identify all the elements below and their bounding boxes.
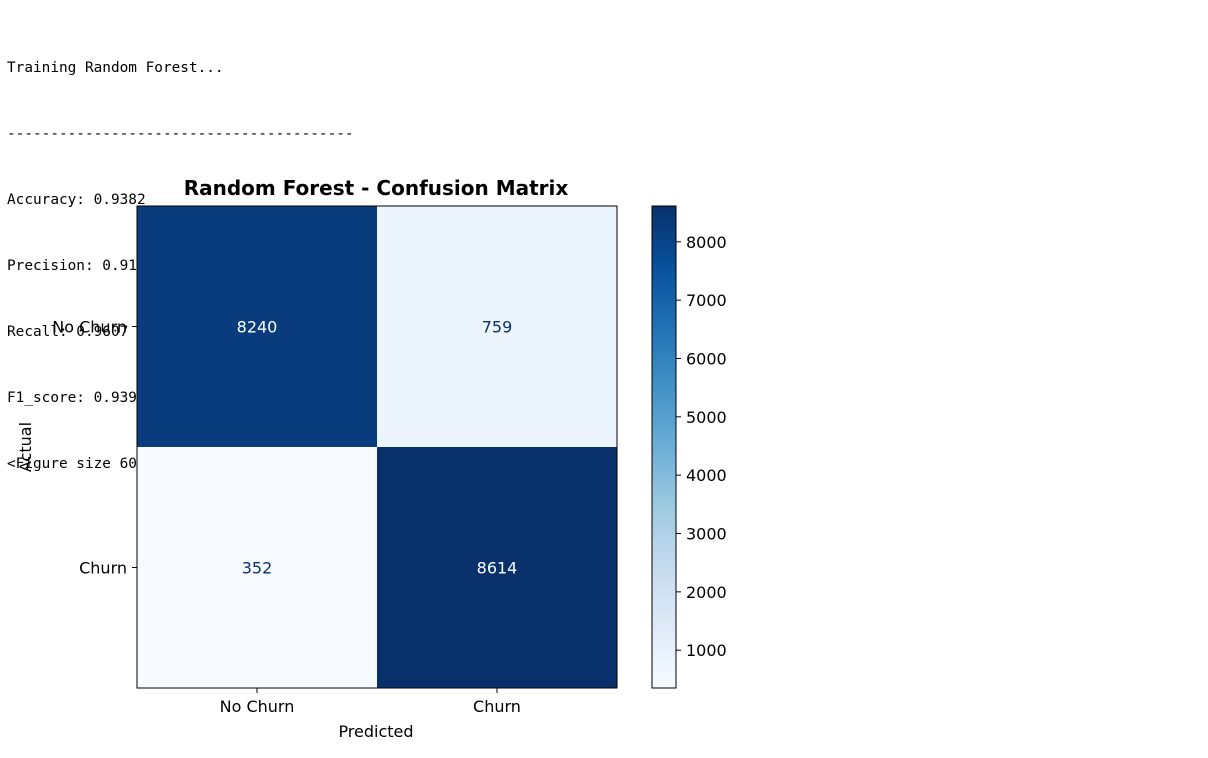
cell-value-label: 8240 — [237, 318, 278, 337]
colorbar — [652, 206, 676, 688]
cell-value-label: 8614 — [477, 559, 518, 578]
y-axis-ticks: No Churn Churn — [52, 318, 137, 578]
colorbar-tick-label: 3000 — [686, 525, 727, 544]
heatmap-cell — [377, 206, 618, 448]
chart-title: Random Forest - Confusion Matrix — [184, 176, 569, 200]
console-line-accuracy: Accuracy: 0.9382 — [7, 192, 146, 208]
y-tick-label: Churn — [79, 559, 127, 578]
heatmap-cell — [137, 447, 378, 689]
x-axis-label: Predicted — [338, 722, 413, 741]
colorbar-tick-label: 8000 — [686, 233, 727, 252]
console-line-separator: ---------------------------------------- — [7, 126, 354, 142]
colorbar-tick-label: 5000 — [686, 408, 727, 427]
cell-value-label: 352 — [242, 559, 273, 578]
colorbar-tick-label: 2000 — [686, 583, 727, 602]
colorbar-ticks: 1000 2000 3000 4000 5000 6000 7000 8000 — [676, 233, 727, 660]
y-axis-label: Actual — [16, 422, 35, 472]
heatmap-cell — [137, 206, 378, 448]
x-axis-ticks: No Churn Churn — [220, 688, 521, 716]
colorbar-tick-label: 7000 — [686, 291, 727, 310]
console-line-recall: Recall: 0.9607 — [7, 324, 129, 340]
colorbar-tick-label: 1000 — [686, 641, 727, 660]
colorbar-frame — [651, 205, 677, 689]
y-tick-label: No Churn — [52, 318, 127, 337]
console-line-f1: F1_score: 0.9394 — [7, 390, 146, 406]
cell-value-label: 759 — [482, 318, 513, 337]
heatmap-cells: 8240 759 352 8614 — [137, 206, 618, 689]
x-tick-label: No Churn — [220, 697, 295, 716]
heatmap-cell — [377, 447, 618, 689]
console-line-status: Training Random Forest... — [7, 60, 224, 76]
plot-frame — [136, 205, 618, 689]
x-tick-label: Churn — [473, 697, 521, 716]
colorbar-tick-label: 4000 — [686, 466, 727, 485]
colorbar-tick-label: 6000 — [686, 349, 727, 368]
